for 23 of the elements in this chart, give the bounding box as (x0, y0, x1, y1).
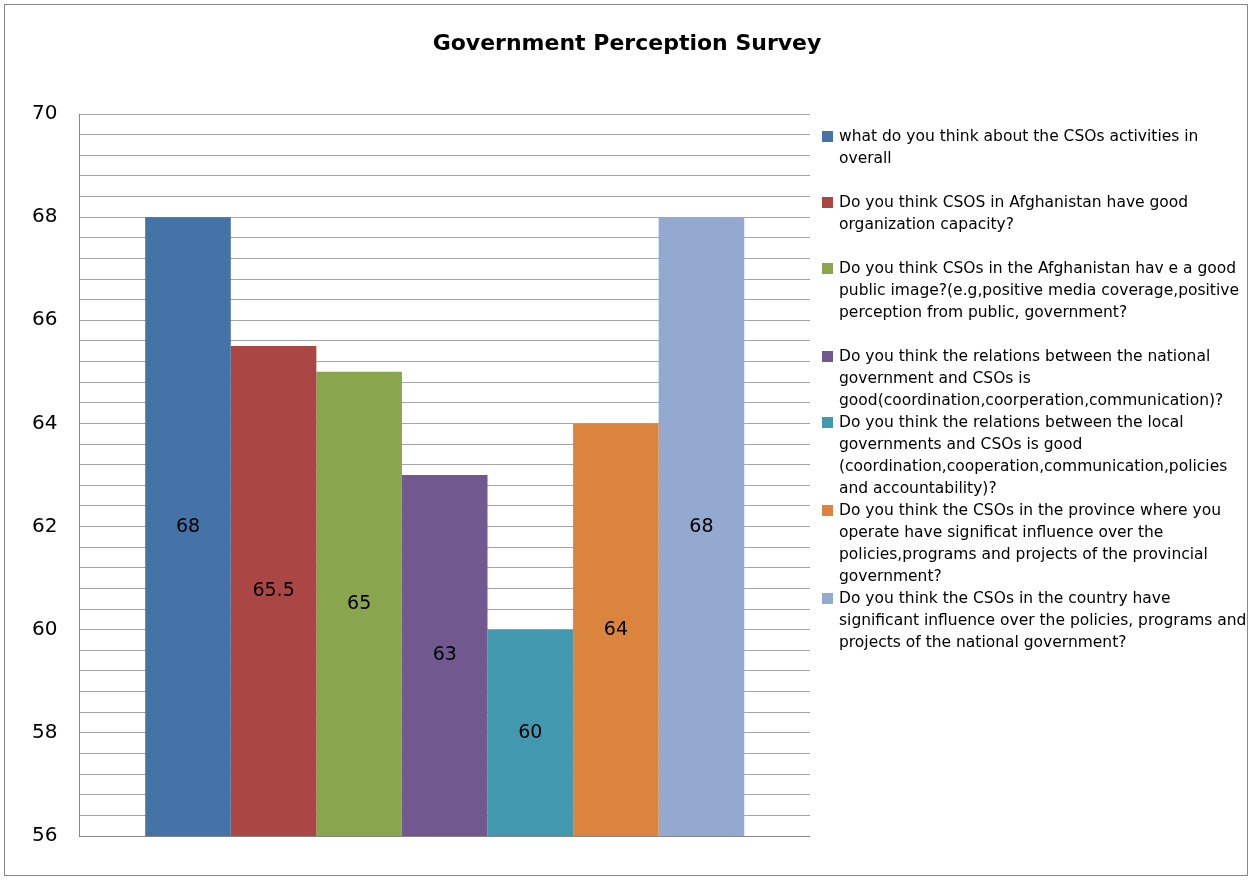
data-label: 68 (689, 513, 714, 536)
legend-label: what do you think about the CSOs activities in overall (839, 126, 1200, 169)
y-tick-label: 58 (32, 719, 58, 744)
data-label: 63 (432, 642, 457, 665)
legend-label: Do you think CSOS in Afghanistan have good organization capacity? (839, 192, 1190, 235)
data-label: 65 (347, 590, 372, 613)
y-tick-label: 66 (32, 306, 58, 331)
chart-title: Government Perception Survey (431, 30, 823, 55)
data-label: 65.5 (252, 577, 295, 600)
y-tick-label: 60 (32, 615, 58, 640)
y-tick-label: 62 (32, 512, 58, 537)
data-label: 68 (175, 513, 201, 536)
data-label: 64 (603, 616, 628, 639)
y-tick-label: 68 (32, 203, 58, 228)
legend-label: Do you think the CSOs in the province where you operate have significat influence over the policies,programs and projects of the provincial government? (839, 500, 1222, 587)
legend-label: Do you think CSOs in the Afghanistan hav e a good public image?(e.g,positive media coverage,positive perception from public, government? (839, 258, 1240, 323)
y-tick-label: 56 (32, 822, 58, 847)
legend-label: Do you think the relations between the national government and CSOs is good(coordination,coorperation,communication)? (839, 346, 1225, 411)
legend-label: Do you think the relations between the local governments and CSOs is good (coordination,cooperation,communication,policies and accountability)? (839, 412, 1229, 499)
legend-label: Do you think the CSOs in the country have significant influence over the policies, programs and projects of the national government? (839, 588, 1247, 653)
data-label: 60 (518, 719, 543, 742)
y-tick-label: 64 (32, 409, 58, 434)
y-tick-label: 70 (32, 100, 58, 125)
